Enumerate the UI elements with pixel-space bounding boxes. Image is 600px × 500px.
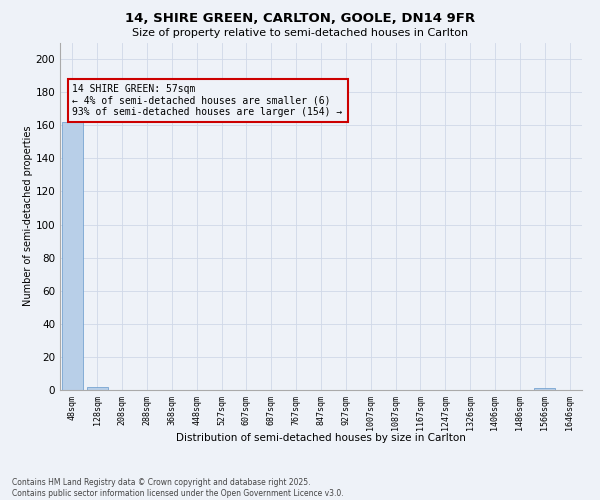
Y-axis label: Number of semi-detached properties: Number of semi-detached properties: [23, 126, 32, 306]
Bar: [62, 122, 83, 390]
X-axis label: Distribution of semi-detached houses by size in Carlton: Distribution of semi-detached houses by …: [176, 432, 466, 442]
Text: Size of property relative to semi-detached houses in Carlton: Size of property relative to semi-detach…: [132, 28, 468, 38]
Text: 14 SHIRE GREEN: 57sqm
← 4% of semi-detached houses are smaller (6)
93% of semi-d: 14 SHIRE GREEN: 57sqm ← 4% of semi-detac…: [73, 84, 343, 117]
Bar: [534, 388, 555, 390]
Bar: [87, 386, 108, 390]
Text: Contains HM Land Registry data © Crown copyright and database right 2025.
Contai: Contains HM Land Registry data © Crown c…: [12, 478, 344, 498]
Text: 14, SHIRE GREEN, CARLTON, GOOLE, DN14 9FR: 14, SHIRE GREEN, CARLTON, GOOLE, DN14 9F…: [125, 12, 475, 26]
